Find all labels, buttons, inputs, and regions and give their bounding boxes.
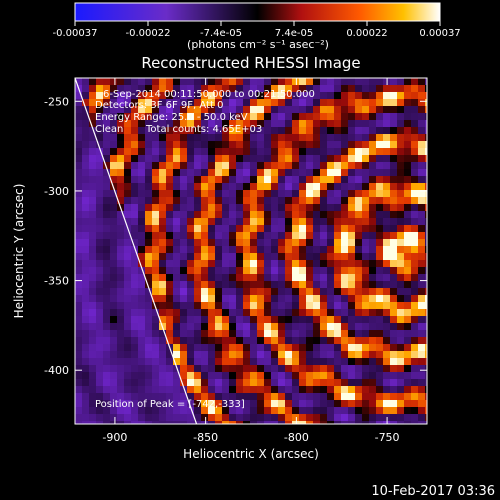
colorbar-tick-label: 7.4e-05	[275, 28, 313, 39]
y-tick-label: -250	[44, 95, 69, 108]
colorbar-tick-label: 0.00037	[419, 28, 460, 39]
y-axis-label: Heliocentric Y (arcsec)	[12, 184, 26, 319]
x-axis-label: Heliocentric X (arcsec)	[183, 447, 319, 461]
colorbar-tick-label: -0.00037	[53, 28, 98, 39]
y-tick-label: -300	[44, 185, 69, 198]
y-tick-label: -350	[44, 275, 69, 288]
colorbar-tick-label: -0.00022	[126, 28, 171, 39]
footer-timestamp: 10-Feb-2017 03:36	[371, 484, 495, 499]
chart-title: Reconstructed RHESSI Image	[141, 54, 360, 72]
y-tick-label: -400	[44, 364, 69, 377]
colorbar-tick-label: -7.4e-05	[200, 28, 242, 39]
x-tick-label: -900	[102, 431, 127, 444]
colorbar: -0.00037 -0.00022 -7.4e-05 7.4e-05 0.00022 0.…	[53, 2, 461, 51]
annotation-total-counts: Total counts: 4.65E+03	[145, 124, 262, 135]
colorbar-unit-label: (photons cm⁻² s⁻¹ asec⁻²)	[187, 38, 329, 51]
annotation-detectors: Detectors: 3F 6F 9F, Att 0	[95, 100, 223, 111]
x-axis-ticks: -900 -850 -800 -750	[102, 78, 400, 444]
colorbar-tick-label: 0.00022	[346, 28, 387, 39]
colorbar-ticks: -0.00037 -0.00022 -7.4e-05 7.4e-05 0.00022 0.…	[53, 21, 461, 39]
annotation-clean: Clean	[95, 124, 123, 135]
annotation-block: 6-Sep-2014 00:11:50.000 to 00:21:50.000 …	[95, 89, 315, 135]
x-tick-label: -850	[193, 431, 218, 444]
heatmap-image	[75, 78, 427, 424]
solar-limb-line	[74, 77, 198, 425]
x-tick-label: -800	[284, 431, 309, 444]
y-axis-ticks: -250 -300 -350 -400	[44, 95, 427, 377]
annotation-energy-range: Energy Range: 25.0 - 50.0 keV	[95, 112, 248, 123]
peak-position-label: Position of Peak = [-742,-333]	[95, 399, 245, 410]
colorbar-gradient	[74, 2, 441, 22]
x-tick-label: -750	[375, 431, 400, 444]
annotation-time-range: 6-Sep-2014 00:11:50.000 to 00:21:50.000	[103, 89, 315, 100]
plot-frame	[74, 77, 428, 425]
